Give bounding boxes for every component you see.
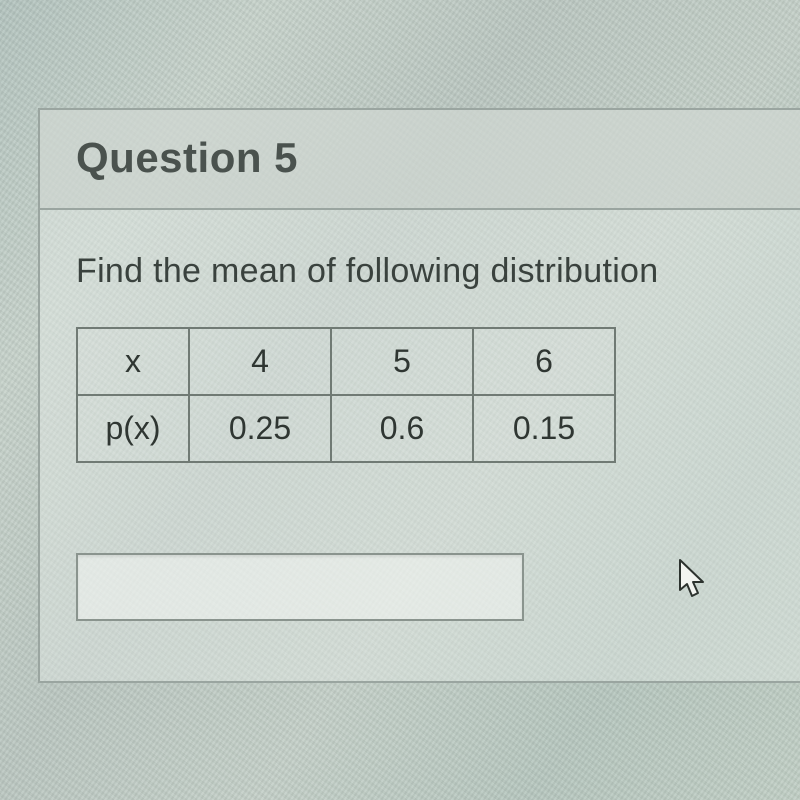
question-prompt: Find the mean of following distribution [76, 252, 764, 291]
answer-input[interactable] [76, 553, 524, 621]
x-value-2: 5 [331, 328, 473, 395]
row-label-px: p(x) [77, 395, 189, 462]
x-value-1: 4 [189, 328, 331, 395]
x-value-3: 6 [473, 328, 615, 395]
table-row: p(x) 0.25 0.6 0.15 [77, 395, 615, 462]
question-title: Question 5 [76, 134, 764, 182]
distribution-table: x 4 5 6 p(x) 0.25 0.6 0.15 [76, 327, 616, 463]
p-value-3: 0.15 [473, 395, 615, 462]
question-header: Question 5 [40, 110, 800, 210]
table-row: x 4 5 6 [77, 328, 615, 395]
p-value-2: 0.6 [331, 395, 473, 462]
row-label-x: x [77, 328, 189, 395]
question-body: Find the mean of following distribution … [40, 210, 800, 681]
p-value-1: 0.25 [189, 395, 331, 462]
question-box: Question 5 Find the mean of following di… [38, 108, 800, 683]
